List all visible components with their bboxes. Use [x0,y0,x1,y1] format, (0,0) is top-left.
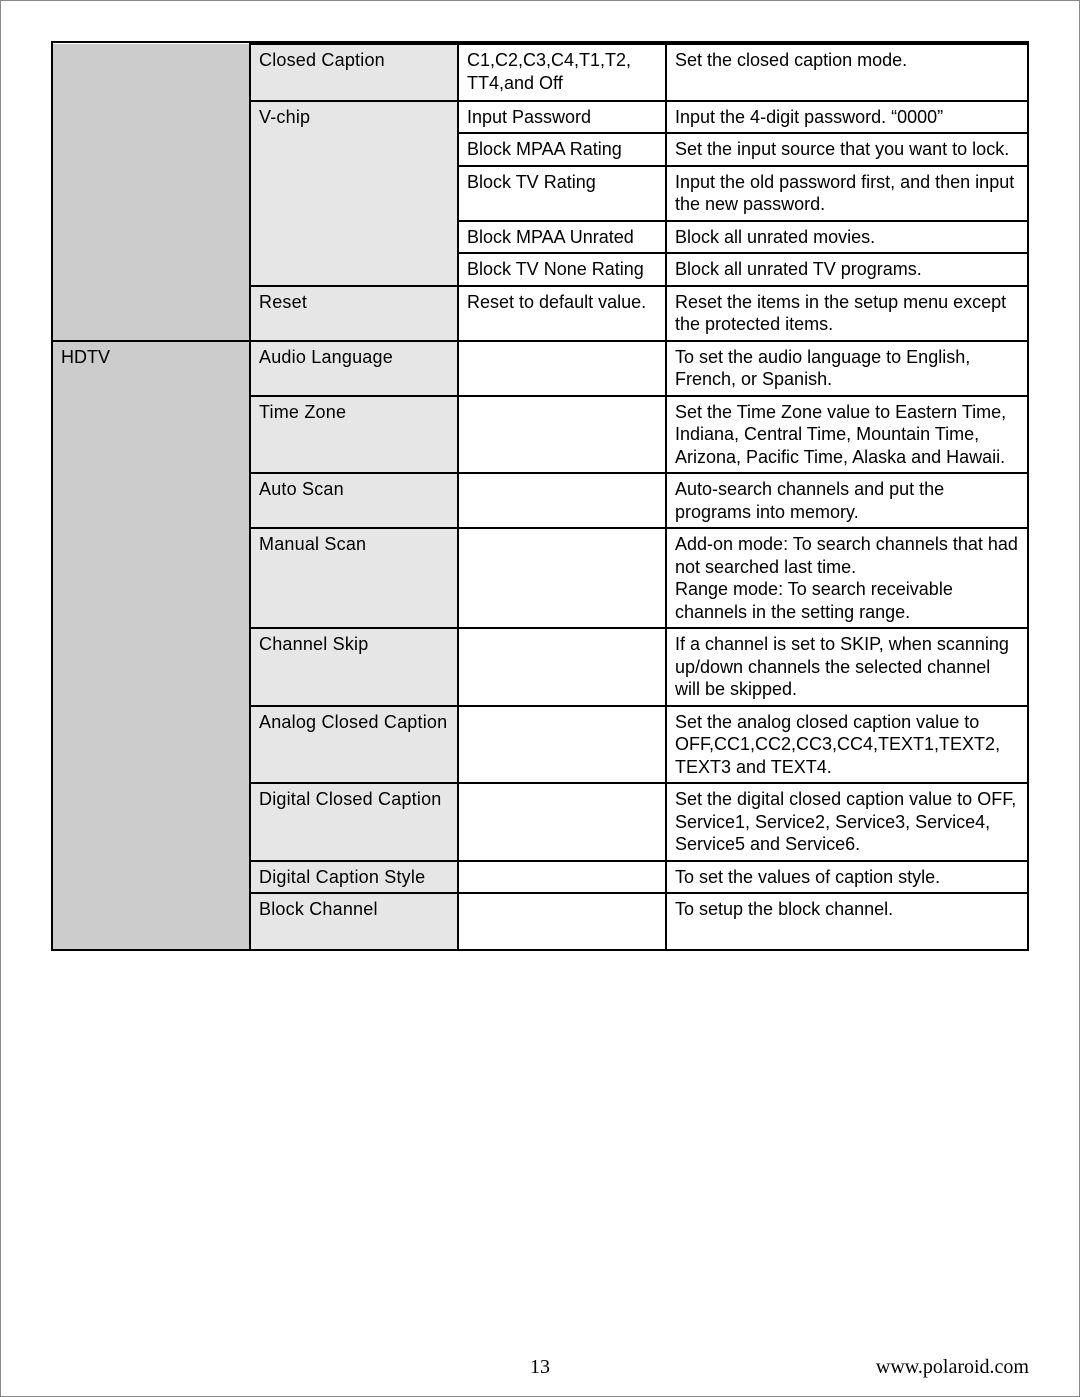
desc-cell: Block all unrated TV programs. [666,253,1027,286]
desc-cell: Set the Time Zone value to Eastern Time,… [666,396,1027,474]
table-row: Closed CaptionC1,C2,C3,C4,T1,T2, TT4,and… [53,44,1027,101]
desc-cell: Input the 4-digit password. “0000” [666,101,1027,134]
desc-cell: Input the old password first, and then i… [666,166,1027,221]
table-row: Block MPAA UnratedBlock all unrated movi… [53,221,1027,254]
item-cell [250,221,458,254]
opt-cell: Reset to default value. [458,286,666,341]
desc-cell: Set the closed caption mode. [666,44,1027,101]
cat-cell [53,253,250,286]
cat-cell [53,528,250,628]
desc-cell: Set the digital closed caption value to … [666,783,1027,861]
desc-cell: Add-on mode: To search channels that had… [666,528,1027,628]
document-page: Closed CaptionC1,C2,C3,C4,T1,T2, TT4,and… [0,0,1080,1397]
cat-cell: HDTV [53,341,250,396]
settings-table-wrapper: Closed CaptionC1,C2,C3,C4,T1,T2, TT4,and… [51,41,1029,951]
opt-cell [458,706,666,784]
item-cell: Time Zone [250,396,458,474]
table-row: Block MPAA RatingSet the input source th… [53,133,1027,166]
item-cell: Closed Caption [250,44,458,101]
cat-cell [53,286,250,341]
item-cell: Auto Scan [250,473,458,528]
desc-cell: If a channel is set to SKIP, when scanni… [666,628,1027,706]
item-cell [250,253,458,286]
cat-cell [53,101,250,134]
item-cell: Digital Caption Style [250,861,458,894]
desc-cell: To set the audio language to English, Fr… [666,341,1027,396]
desc-cell: To set the values of caption style. [666,861,1027,894]
opt-cell: C1,C2,C3,C4,T1,T2, TT4,and Off [458,44,666,101]
table-row: Digital Caption Style To set the values o… [53,861,1027,894]
cat-cell [53,396,250,474]
cat-cell [53,783,250,861]
opt-cell [458,396,666,474]
item-cell: Block Channel [250,893,458,949]
opt-cell [458,783,666,861]
cat-cell [53,861,250,894]
footer-url: www.polaroid.com [876,1356,1029,1379]
item-cell: Digital Closed Caption [250,783,458,861]
item-cell: Reset [250,286,458,341]
table-row: Analog Closed Caption Set the analog clos… [53,706,1027,784]
item-cell: V-chip [250,101,458,134]
cat-cell [53,166,250,221]
opt-cell [458,628,666,706]
desc-cell: Set the input source that you want to lo… [666,133,1027,166]
opt-cell: Block TV Rating [458,166,666,221]
item-cell: Manual Scan [250,528,458,628]
opt-cell [458,473,666,528]
opt-cell: Input Password [458,101,666,134]
table-row: Block TV RatingInput the old password fi… [53,166,1027,221]
item-cell [250,133,458,166]
opt-cell: Block MPAA Rating [458,133,666,166]
table-row: Auto Scan Auto-search channels and put th… [53,473,1027,528]
item-cell: Analog Closed Caption [250,706,458,784]
item-cell [250,166,458,221]
cat-cell [53,221,250,254]
opt-cell [458,893,666,949]
table-row: V-chipInput PasswordInput the 4-digit pa… [53,101,1027,134]
table-row: Block Channel To setup the block channel. [53,893,1027,949]
table-row: Manual Scan Add-on mode: To search channe… [53,528,1027,628]
cat-cell [53,44,250,101]
desc-cell: Reset the items in the setup menu except… [666,286,1027,341]
table-row: Block TV None RatingBlock all unrated TV… [53,253,1027,286]
item-cell: Audio Language [250,341,458,396]
desc-cell: Auto-search channels and put the program… [666,473,1027,528]
cat-cell [53,628,250,706]
table-row: Channel Skip If a channel is set to SKIP,… [53,628,1027,706]
table-row: ResetReset to default value.Reset the it… [53,286,1027,341]
opt-cell [458,528,666,628]
table-row: Time Zone Set the Time Zone value to East… [53,396,1027,474]
desc-cell: To setup the block channel. [666,893,1027,949]
desc-cell: Block all unrated movies. [666,221,1027,254]
item-cell: Channel Skip [250,628,458,706]
table-row: Digital Closed Caption Set the digital cl… [53,783,1027,861]
opt-cell: Block MPAA Unrated [458,221,666,254]
table-row: HDTVAudio Language To set the audio langu… [53,341,1027,396]
opt-cell [458,341,666,396]
cat-cell [53,706,250,784]
opt-cell: Block TV None Rating [458,253,666,286]
cat-cell [53,893,250,949]
desc-cell: Set the analog closed caption value to O… [666,706,1027,784]
cat-cell [53,473,250,528]
opt-cell [458,861,666,894]
cat-cell [53,133,250,166]
settings-table: Closed CaptionC1,C2,C3,C4,T1,T2, TT4,and… [53,43,1027,949]
